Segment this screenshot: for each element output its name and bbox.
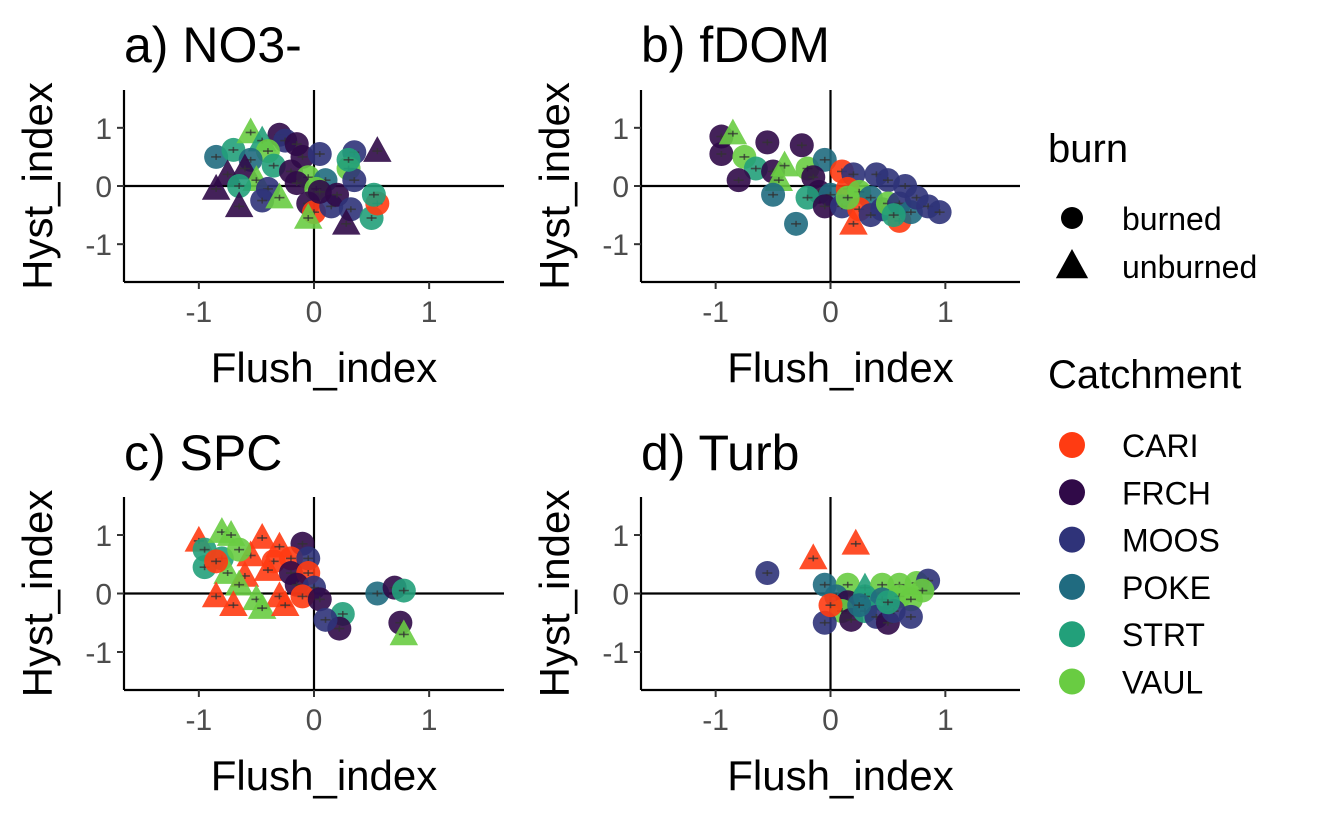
- legend-label-unburned: unburned: [1122, 249, 1257, 285]
- panel-title: c) SPC: [124, 425, 282, 481]
- legend-key-circle: [1061, 207, 1083, 229]
- points: [184, 517, 419, 646]
- x-tick-label: 0: [306, 704, 323, 737]
- x-tick-label: -1: [702, 704, 729, 737]
- legend-label-vaul: VAUL: [1122, 665, 1203, 701]
- y-tick-label: 0: [612, 171, 629, 204]
- y-tick-label: 0: [95, 579, 112, 612]
- x-tick-label: 0: [822, 704, 839, 737]
- legend-title-burn: burn: [1048, 127, 1128, 171]
- color-legend: CARI FRCH MOOS POKE STRT VAUL: [1059, 428, 1220, 701]
- legend-label-moos: MOOS: [1122, 523, 1220, 559]
- x-axis-title: Flush_index: [727, 344, 953, 391]
- x-axis-title: Flush_index: [727, 752, 953, 799]
- points: [709, 118, 952, 236]
- y-tick-label: 1: [612, 520, 629, 553]
- x-tick-label: 1: [937, 704, 954, 737]
- y-tick-label: 1: [95, 113, 112, 146]
- x-tick-label: 1: [937, 296, 954, 329]
- y-axis-title: Hyst_index: [531, 82, 578, 290]
- points: [201, 117, 392, 235]
- y-tick-label: 0: [612, 579, 629, 612]
- legend-label-poke: POKE: [1122, 570, 1211, 606]
- y-tick-label: 1: [95, 520, 112, 553]
- legend-key-frch: [1059, 479, 1085, 506]
- x-tick-label: -1: [186, 704, 213, 737]
- y-tick-label: 0: [95, 171, 112, 204]
- x-tick-label: 0: [306, 296, 323, 329]
- legend-key-poke: [1059, 573, 1085, 600]
- x-tick-label: 1: [421, 296, 438, 329]
- legend-label-burned: burned: [1122, 201, 1222, 237]
- x-tick-label: 0: [822, 296, 839, 329]
- legend-key-triangle: [1055, 249, 1089, 279]
- y-tick-label: -1: [602, 637, 629, 670]
- legend-key-vaul: [1059, 668, 1085, 695]
- x-tick-label: -1: [702, 296, 729, 329]
- y-axis-title: Hyst_index: [14, 82, 61, 290]
- panel-3: c) SPC -1 0 1 -1 0 1 Flush_index Hyst_index: [14, 425, 504, 799]
- y-tick-label: -1: [602, 229, 629, 262]
- y-tick-label: -1: [85, 637, 112, 670]
- panel-title: a) NO3-: [124, 17, 302, 73]
- y-axis-title: Hyst_index: [531, 490, 578, 698]
- y-axis-title: Hyst_index: [14, 490, 61, 698]
- legend-label-frch: FRCH: [1122, 475, 1211, 511]
- points: [755, 528, 941, 635]
- panel-title: b) fDOM: [641, 17, 830, 73]
- legend-key-strt: [1059, 621, 1085, 648]
- legend-title-catchment: Catchment: [1048, 353, 1241, 397]
- x-axis-title: Flush_index: [211, 344, 437, 391]
- x-tick-label: 1: [421, 704, 438, 737]
- y-tick-label: -1: [85, 229, 112, 262]
- panel-1: a) NO3- -1 0 1 -1 0 1 Flush_index Hyst_index: [14, 17, 504, 391]
- legend-label-cari: CARI: [1122, 428, 1198, 464]
- legend: burn burned unburned Catchment CARI FRCH MO…: [1048, 127, 1257, 701]
- x-axis-title: Flush_index: [211, 752, 437, 799]
- panel-title: d) Turb: [641, 425, 799, 481]
- panel-2: b) fDOM -1 0 1 -1 0 1 Flush_index Hyst_index: [531, 17, 1020, 391]
- legend-key-cari: [1059, 432, 1085, 458]
- shape-legend: burned unburned: [1055, 201, 1257, 285]
- x-tick-label: -1: [186, 296, 213, 329]
- legend-label-strt: STRT: [1122, 617, 1205, 653]
- legend-key-moos: [1059, 526, 1085, 553]
- y-tick-label: 1: [612, 113, 629, 146]
- panel-4: d) Turb -1 0 1 -1 0 1 Flush_index Hyst_index: [531, 425, 1020, 799]
